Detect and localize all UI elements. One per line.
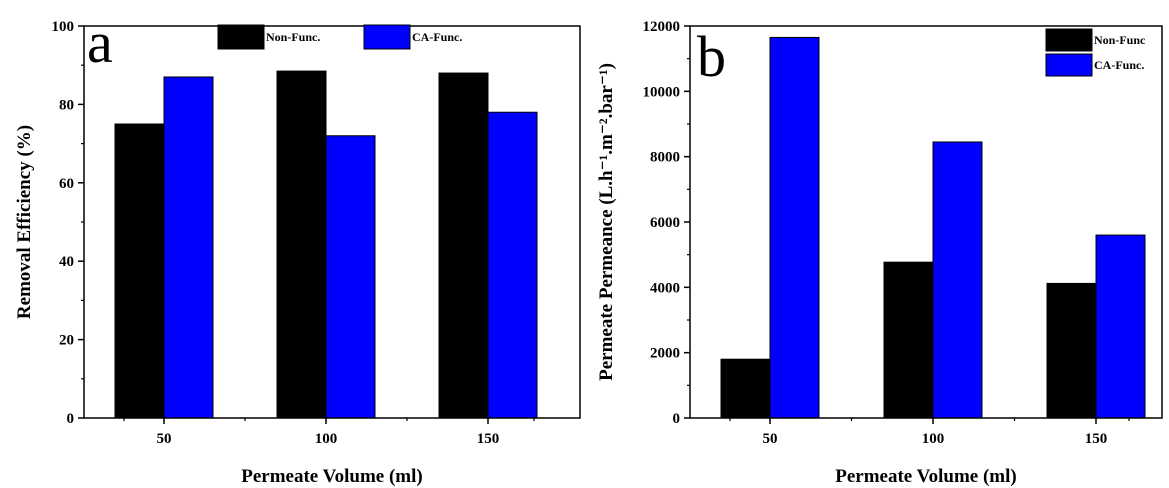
legend-label-ca-func: CA-Func. (1094, 58, 1144, 72)
bar-non-func-150 (438, 72, 489, 419)
x-tick-label: 150 (477, 431, 500, 447)
legend-label-ca-func: CA-Func. (412, 30, 462, 44)
y-tick-label: 12000 (643, 19, 681, 35)
panel-label: a (87, 10, 113, 75)
y-tick-label: 80 (59, 97, 74, 113)
x-tick-label: 50 (157, 431, 172, 447)
x-tick-label: 100 (315, 431, 338, 447)
legend-swatch-ca-func (363, 24, 411, 50)
legend-swatch-ca-func (1045, 53, 1093, 77)
y-tick-label: 60 (59, 176, 74, 192)
x-tick-label: 150 (1085, 431, 1108, 447)
x-axis-title: Permeate Volume (ml) (241, 466, 423, 487)
y-tick-label: 6000 (650, 215, 680, 231)
y-tick-label: 100 (52, 19, 75, 35)
bar-non-func-50 (114, 123, 165, 419)
panel-label: b (697, 24, 726, 89)
bar-ca-func-150 (1095, 234, 1146, 419)
legend-swatch-non-func (217, 24, 265, 50)
legend-swatch-non-func (1045, 28, 1093, 52)
y-tick-label: 8000 (650, 150, 680, 166)
y-axis-title: Permeate Permeance (L.h⁻¹.m⁻².bar⁻¹) (596, 63, 617, 381)
x-tick-label: 50 (763, 431, 778, 447)
bar-non-func-100 (883, 261, 934, 419)
bar-ca-func-100 (325, 135, 376, 419)
bar-non-func-50 (720, 358, 771, 419)
legend-label-non-func: Non-Func (1094, 33, 1146, 47)
x-tick-label: 100 (922, 431, 945, 447)
y-tick-label: 4000 (650, 280, 680, 296)
chart-b-permeate-permeance: 0 2000 4000 6000 8000 10000 12000 50 100 150 Perme… (596, 19, 1163, 487)
legend-label-non-func: Non-Func. (266, 30, 320, 44)
y-tick-label: 0 (67, 411, 75, 427)
y-tick-label: 40 (59, 254, 74, 270)
y-tick-label: 2000 (650, 346, 680, 362)
y-tick-label: 20 (59, 333, 74, 349)
y-tick-label: 0 (673, 411, 681, 427)
bar-ca-func-50 (769, 36, 820, 419)
bar-ca-func-150 (487, 111, 538, 419)
y-axis-title: Removal Efficiency (%) (14, 125, 35, 319)
bar-ca-func-100 (932, 141, 983, 419)
bar-ca-func-50 (163, 76, 214, 419)
chart-a-removal-efficiency: 0 20 40 60 80 100 50 100 150 Permeate Volume (ml)… (14, 10, 581, 487)
y-tick-label: 10000 (643, 84, 681, 100)
bar-non-func-100 (276, 70, 327, 419)
x-axis-title: Permeate Volume (ml) (835, 466, 1017, 487)
bar-non-func-150 (1046, 282, 1097, 419)
